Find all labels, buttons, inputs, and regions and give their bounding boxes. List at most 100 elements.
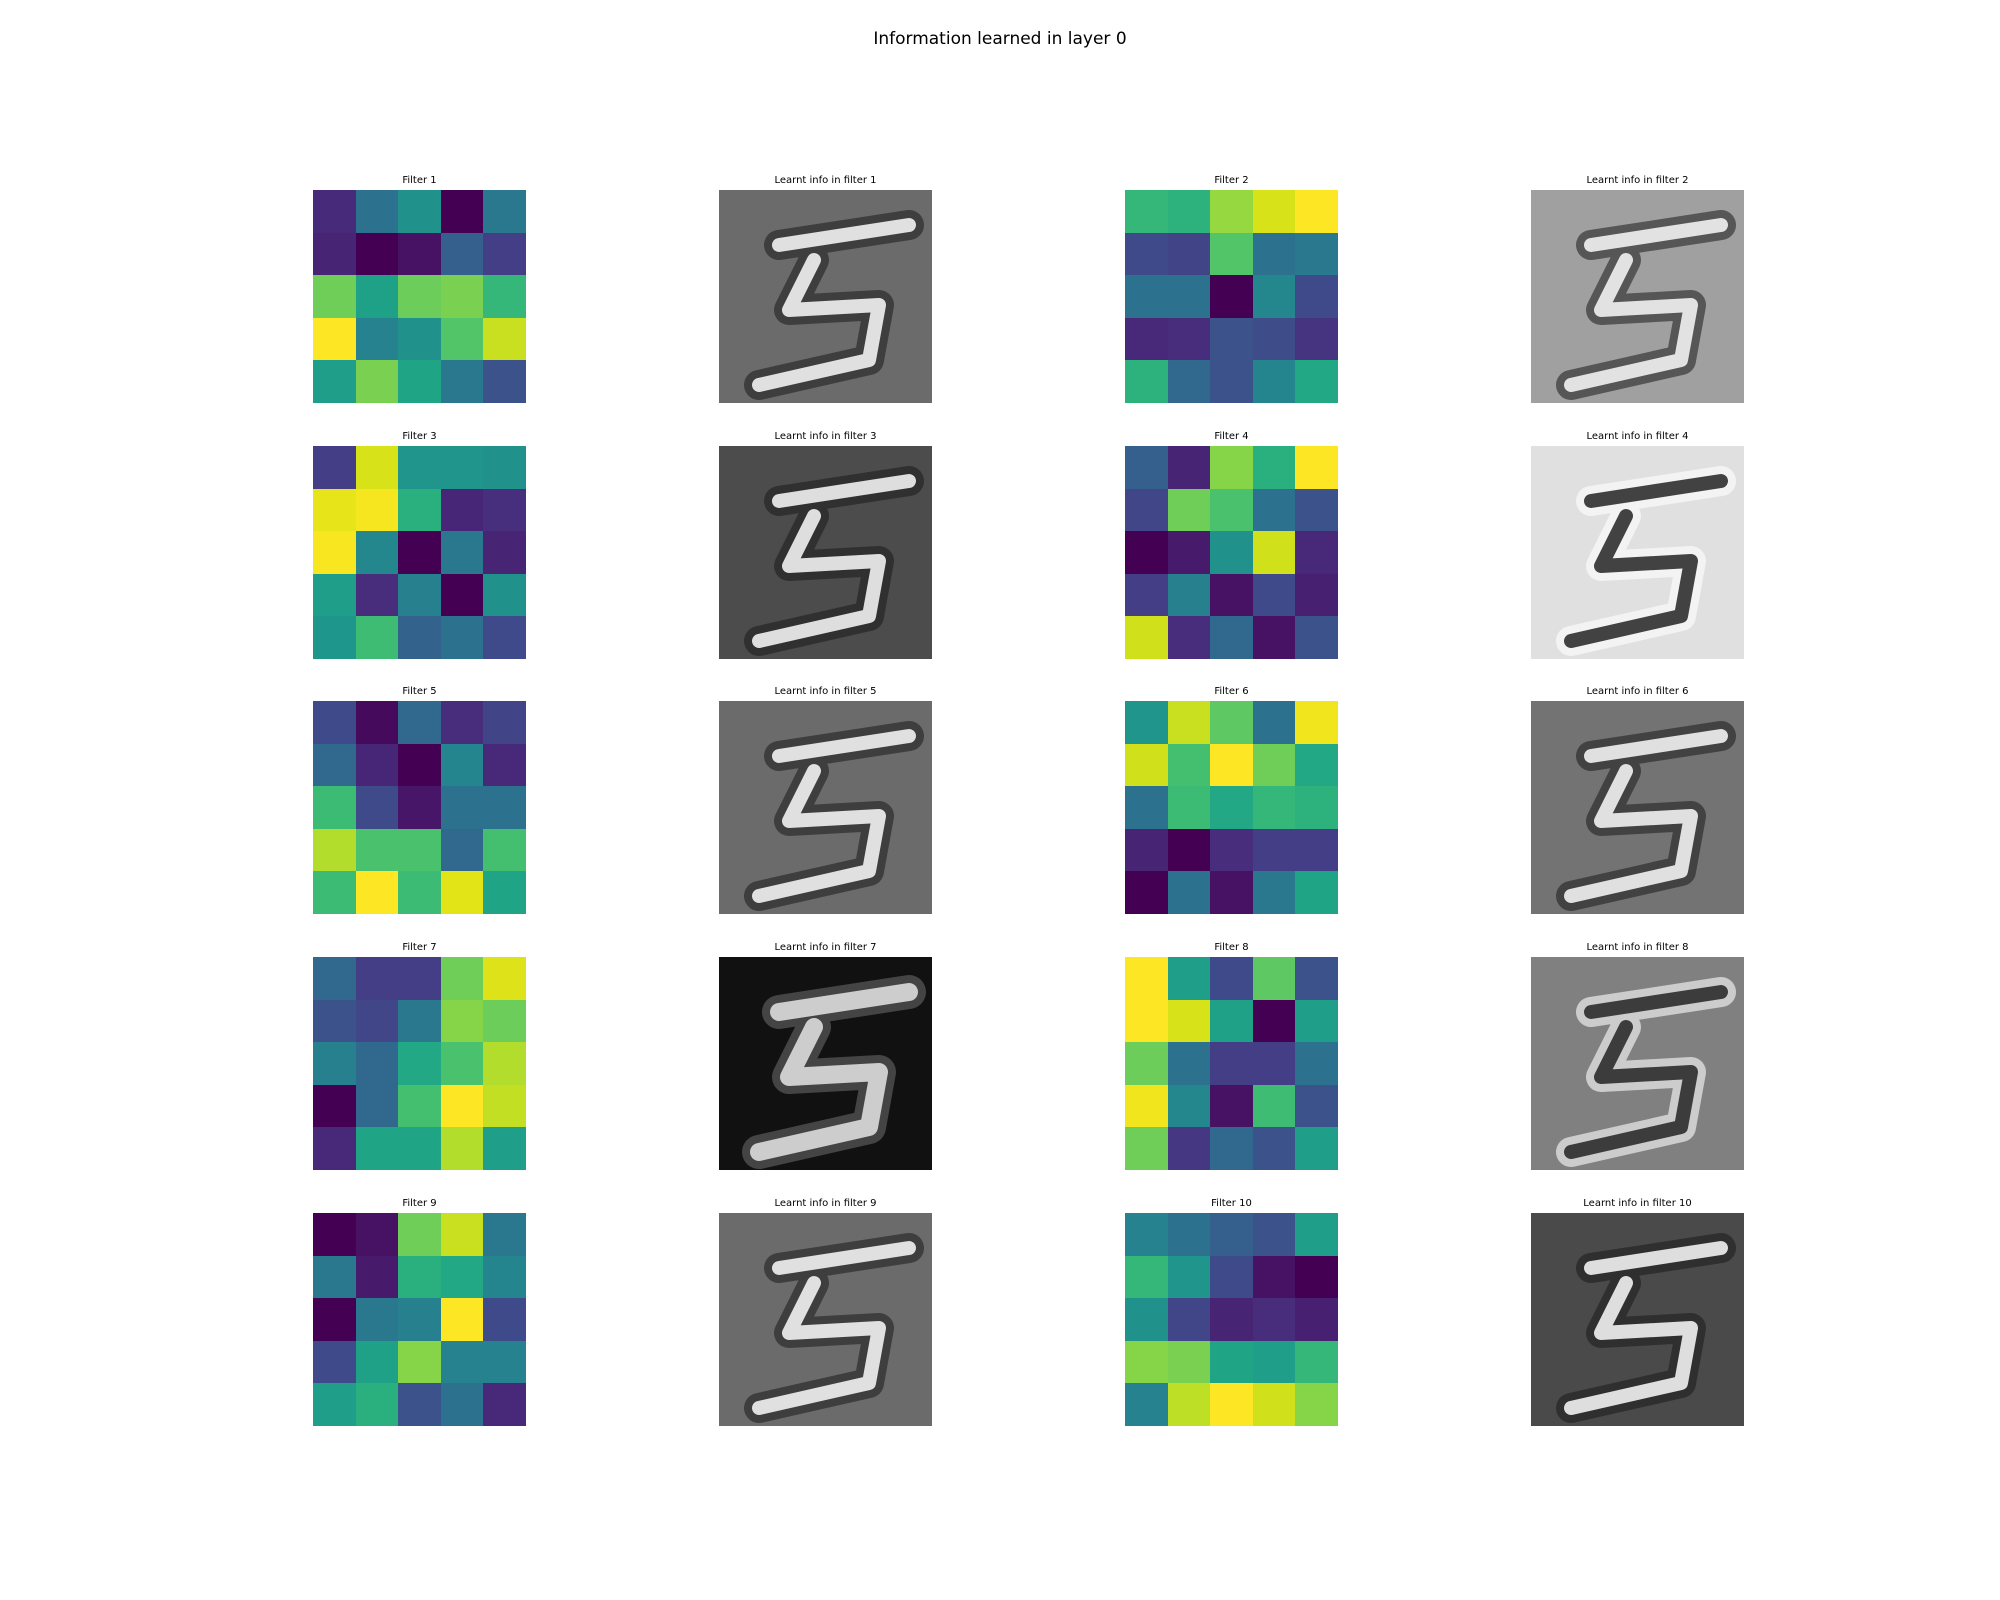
digit-stroke <box>1564 985 1728 1159</box>
kernel-weight-cell <box>1167 275 1211 318</box>
kernel-weight-cell <box>440 957 484 1000</box>
kernel-weight-cell <box>483 275 526 318</box>
kernel-weight-cell <box>1252 573 1296 617</box>
learnt-info-title: Learnt info in filter 1 <box>774 175 877 186</box>
learnt-info-panel: Learnt info in filter 5 <box>719 686 932 914</box>
kernel-weight-cell <box>355 616 399 659</box>
learnt-info-panel: Learnt info in filter 1 <box>719 175 932 403</box>
kernel-weight-cell <box>1252 317 1296 361</box>
kernel-weight-cell <box>398 701 441 744</box>
kernel-weight-cell <box>1295 275 1338 318</box>
kernel-weight-cell <box>483 531 526 574</box>
learnt-info-panel: Learnt info in filter 7 <box>719 942 932 1170</box>
kernel-weight-cell <box>313 573 356 617</box>
kernel-weight-cell <box>1167 190 1211 233</box>
kernel-weight-cell <box>1252 190 1296 233</box>
kernel-weight-cell <box>313 317 356 361</box>
kernel-weight-cell <box>1252 446 1296 489</box>
filter-title: Filter 3 <box>402 431 437 442</box>
kernel-weight-cell <box>398 999 441 1043</box>
kernel-weight-cell <box>1252 1084 1296 1128</box>
kernel-weight-cell <box>1167 1213 1211 1256</box>
kernel-weight-cell <box>440 1298 484 1341</box>
kernel-weight-cell <box>440 1383 484 1426</box>
kernel-weight-cell <box>1295 1298 1338 1341</box>
kernel-weight-cell <box>1125 1298 1168 1341</box>
kernel-weight-cell <box>1295 1042 1338 1085</box>
kernel-weight-cell <box>1210 360 1253 403</box>
kernel-weight-cell <box>1125 360 1168 403</box>
kernel-weight-cell <box>1167 871 1211 914</box>
kernel-weight-cell <box>1252 1127 1296 1170</box>
kernel-weight-cell <box>1252 488 1296 532</box>
kernel-weight-cell <box>355 786 399 829</box>
kernel-weight-cell <box>1125 743 1168 787</box>
kernel-weight-cell <box>440 488 484 532</box>
kernel-weight-cell <box>355 275 399 318</box>
kernel-weight-cell <box>483 786 526 829</box>
filter-title: Filter 8 <box>1214 942 1249 953</box>
kernel-weight-cell <box>1252 1298 1296 1341</box>
kernel-weight-cell <box>483 871 526 914</box>
kernel-weight-cell <box>1167 317 1211 361</box>
kernel-weight-cell <box>1167 446 1211 489</box>
kernel-weight-cell <box>313 1042 356 1085</box>
kernel-weight-cell <box>1295 786 1338 829</box>
kernel-weight-cell <box>1295 871 1338 914</box>
kernel-weight-cell <box>1125 999 1168 1043</box>
kernel-weight-cell <box>1210 573 1253 617</box>
kernel-weight-cell <box>1125 446 1168 489</box>
kernel-weight-cell <box>1252 360 1296 403</box>
filter-kernel-heatmap <box>1125 446 1338 659</box>
filter-title: Filter 10 <box>1211 1198 1252 1209</box>
kernel-weight-cell <box>1125 1213 1168 1256</box>
kernel-weight-cell <box>483 190 526 233</box>
kernel-weight-cell <box>1295 999 1338 1043</box>
kernel-weight-cell <box>1167 573 1211 617</box>
kernel-weight-cell <box>1125 1084 1168 1128</box>
kernel-weight-cell <box>1210 190 1253 233</box>
filter-panel: Filter 3 <box>313 431 526 659</box>
kernel-weight-cell <box>398 1084 441 1128</box>
kernel-weight-cell <box>1125 317 1168 361</box>
kernel-weight-cell <box>313 1340 356 1384</box>
kernel-weight-cell <box>440 1042 484 1085</box>
digit-five-shape <box>744 1233 924 1423</box>
learnt-info-title: Learnt info in filter 9 <box>774 1198 877 1209</box>
kernel-weight-cell <box>355 1298 399 1341</box>
kernel-weight-cell <box>1252 531 1296 574</box>
kernel-weight-cell <box>1295 232 1338 276</box>
filter-panel: Filter 1 <box>313 175 526 403</box>
kernel-weight-cell <box>313 786 356 829</box>
kernel-weight-cell <box>1252 828 1296 872</box>
filter-panel: Filter 2 <box>1125 175 1338 403</box>
kernel-weight-cell <box>1252 232 1296 276</box>
kernel-weight-cell <box>355 957 399 1000</box>
kernel-weight-cell <box>440 999 484 1043</box>
kernel-weight-cell <box>398 1042 441 1085</box>
filter-kernel-heatmap <box>313 701 526 914</box>
kernel-weight-cell <box>483 1042 526 1085</box>
kernel-weight-cell <box>1125 275 1168 318</box>
kernel-weight-cell <box>483 488 526 532</box>
kernel-weight-cell <box>1125 616 1168 659</box>
kernel-weight-cell <box>483 957 526 1000</box>
kernel-weight-cell <box>1295 743 1338 787</box>
kernel-weight-cell <box>1210 828 1253 872</box>
kernel-weight-cell <box>313 616 356 659</box>
digit-five-shape <box>744 466 924 656</box>
learnt-feature-map <box>1531 701 1744 914</box>
learnt-info-title: Learnt info in filter 2 <box>1586 175 1689 186</box>
kernel-weight-cell <box>1167 1383 1211 1426</box>
kernel-weight-cell <box>398 488 441 532</box>
kernel-weight-cell <box>1210 488 1253 532</box>
kernel-weight-cell <box>398 786 441 829</box>
learnt-info-title: Learnt info in filter 3 <box>774 431 877 442</box>
kernel-weight-cell <box>398 616 441 659</box>
kernel-weight-cell <box>1125 701 1168 744</box>
filter-panel: Filter 9 <box>313 1198 526 1426</box>
filter-panel: Filter 8 <box>1125 942 1338 1170</box>
kernel-weight-cell <box>1167 786 1211 829</box>
digit-stroke <box>1564 218 1728 392</box>
kernel-weight-cell <box>1210 701 1253 744</box>
